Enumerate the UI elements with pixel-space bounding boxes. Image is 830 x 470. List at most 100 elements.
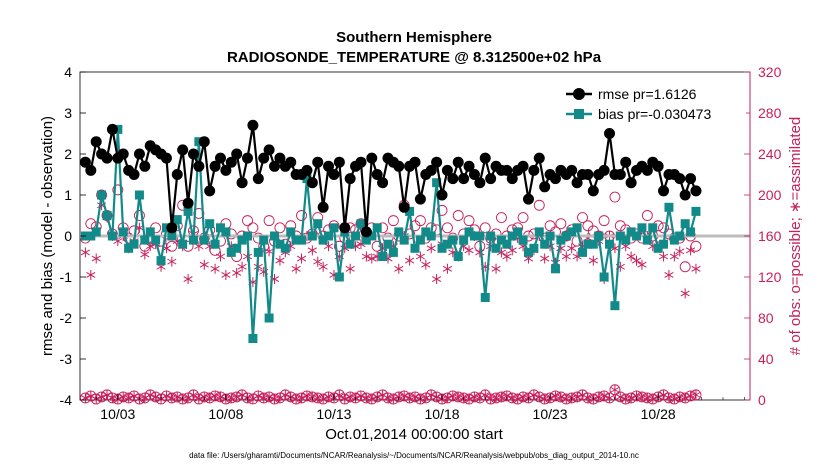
rmse-point [220, 164, 232, 176]
rmse-point [679, 189, 691, 201]
obs-possible-point [479, 222, 491, 234]
obs-assimilated-point [318, 261, 328, 272]
bias-point [415, 235, 425, 245]
rmse-point [177, 144, 189, 156]
legend-box [560, 84, 746, 128]
rmse-point [398, 201, 410, 213]
obs-bottom-assimilated-point [469, 391, 480, 402]
obs-bottom-assimilated-point [426, 389, 436, 400]
rmse-point [625, 177, 637, 189]
obs-bottom-assimilated-point [685, 390, 696, 401]
bias-point [442, 239, 452, 249]
obs-assimilated-point [275, 255, 285, 266]
obs-assimilated-point [567, 243, 577, 254]
obs-bottom-assimilated-point [318, 393, 328, 404]
obs-bottom-assimilated-point [253, 390, 263, 401]
obs-assimilated-point [664, 269, 674, 280]
obs-assimilated-point [167, 256, 177, 267]
bias-point [151, 235, 161, 245]
obs-bottom-assimilated-point [323, 391, 334, 402]
obs-assimilated-point [291, 263, 301, 274]
obs-assimilated-point [658, 251, 669, 262]
obs-bottom-assimilated-point [669, 393, 679, 404]
rmse-point [366, 152, 378, 164]
rmse-point [620, 156, 632, 168]
bias-point [129, 239, 139, 249]
obs-assimilated-point [232, 267, 242, 278]
rmse-point [517, 160, 529, 172]
bias-point [491, 243, 501, 253]
y2-tick-label: 240 [758, 146, 782, 162]
obs-bottom-assimilated-point [648, 393, 658, 404]
obs-possible-point [609, 191, 621, 203]
data-file-footer: data file: /Users/gharamti/Documents/NCA… [189, 451, 639, 460]
obs-assimilated-point [561, 251, 571, 262]
obs-assimilated-point [540, 253, 550, 264]
bias-point [599, 272, 609, 282]
bias-point [91, 227, 101, 237]
bias-point [534, 227, 544, 237]
bias-point [178, 239, 188, 249]
obs-bottom-assimilated-point [680, 392, 690, 403]
obs-bottom-assimilated-point [367, 393, 377, 404]
bias-point [480, 293, 490, 302]
bias-point [410, 243, 420, 253]
x-tick-label: 10/08 [208, 406, 243, 422]
obs-bottom-assimilated-point [550, 390, 561, 401]
rmse-point [641, 164, 653, 176]
bias-point [372, 223, 382, 233]
obs-assimilated-point [367, 253, 377, 264]
obs-assimilated-point [394, 263, 404, 274]
rmse-point [258, 152, 270, 164]
y-tick-label: -2 [60, 310, 73, 326]
rmse-point [539, 181, 551, 193]
obs-possible-point [133, 210, 145, 221]
obs-possible-point [247, 222, 259, 234]
obs-possible-point [679, 261, 691, 273]
obs-bottom-assimilated-point [124, 392, 134, 403]
bias-point [313, 219, 323, 229]
bias-point [145, 227, 155, 237]
obs-possible-point [263, 215, 275, 227]
obs-possible-point [641, 210, 653, 221]
obs-assimilated-point [215, 251, 226, 262]
y-tick-label: 3 [64, 105, 72, 121]
rmse-point [528, 164, 540, 176]
bias-point [237, 235, 247, 245]
obs-bottom-assimilated-point [442, 392, 452, 403]
bias-point [583, 239, 593, 249]
obs-bottom-assimilated-point [313, 392, 323, 403]
bias-point [448, 235, 458, 245]
obs-bottom-assimilated-point [626, 392, 636, 403]
obs-assimilated-point [80, 247, 90, 258]
obs-bottom-assimilated-point [496, 391, 507, 402]
bias-point [632, 231, 642, 241]
legend-rmse-label: rmse pr=1.6126 [598, 86, 697, 102]
obs-bottom-assimilated-point [291, 393, 301, 404]
bias-point [464, 227, 474, 237]
obs-bottom-assimilated-point [464, 393, 474, 404]
y2-tick-label: 160 [758, 228, 782, 244]
rmse-point [231, 148, 243, 160]
bias-point [188, 235, 198, 245]
bias-point [388, 247, 398, 257]
obs-assimilated-point [296, 253, 307, 264]
rmse-point [458, 173, 470, 185]
bias-point [621, 235, 631, 245]
legend-bias-marker [574, 109, 584, 119]
obs-possible-point [441, 222, 453, 234]
x-tick-label: 10/23 [533, 406, 568, 422]
rmse-point [128, 169, 140, 180]
bias-point [675, 231, 685, 241]
bias-point [669, 235, 679, 245]
bias-point [459, 235, 469, 245]
obs-bottom-assimilated-point [118, 391, 128, 402]
rmse-point [431, 156, 443, 168]
obs-bottom-assimilated-point [448, 390, 458, 401]
y-axis-label: rmse and bias (model - observation) [39, 116, 56, 356]
bias-point [167, 231, 177, 241]
bias-point [253, 247, 263, 257]
y-tick-label: -3 [60, 351, 73, 367]
bias-point [210, 239, 220, 249]
